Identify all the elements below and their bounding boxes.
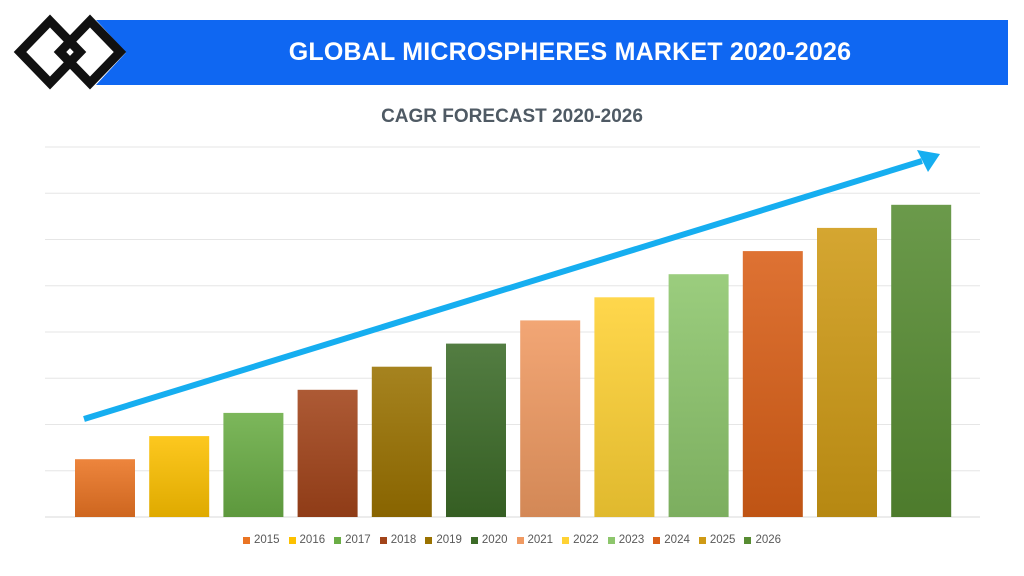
legend-item-2016: 2016 bbox=[288, 534, 326, 546]
bar-2016 bbox=[149, 436, 210, 517]
legend-swatch bbox=[562, 536, 570, 544]
bar-2017 bbox=[223, 412, 284, 517]
legend-item-2019: 2019 bbox=[425, 534, 462, 546]
legend-label: 2018 bbox=[390, 534, 417, 546]
chart-title: CAGR FORECAST 2020-2026 bbox=[381, 106, 643, 127]
bar-2020 bbox=[446, 343, 506, 517]
legend-swatch bbox=[744, 536, 752, 544]
legend-item-2017: 2017 bbox=[334, 534, 371, 546]
bar-2018 bbox=[297, 389, 358, 517]
bar-2026 bbox=[891, 204, 952, 518]
bar-2022 bbox=[594, 297, 655, 517]
legend-item-2021: 2021 bbox=[516, 534, 554, 546]
legend-label: 2021 bbox=[527, 534, 554, 546]
legend-swatch bbox=[470, 536, 478, 544]
legend-swatch bbox=[425, 536, 433, 544]
legend-item-2023: 2023 bbox=[607, 534, 645, 546]
bar-2021 bbox=[520, 320, 581, 517]
chart-legend: 2015 2016 2017 2018 2019 2020 2021 2022 2023 2024… bbox=[0, 530, 1024, 550]
legend-item-2022: 2022 bbox=[562, 534, 599, 546]
bar-2025 bbox=[817, 227, 877, 517]
legend-swatch bbox=[698, 536, 706, 544]
legend-label: 2016 bbox=[299, 534, 326, 546]
legend-label: 2020 bbox=[481, 534, 508, 546]
legend-item-2026: 2026 bbox=[744, 534, 781, 546]
company-logo bbox=[13, 14, 127, 90]
bar-2015 bbox=[75, 459, 135, 517]
legend-item-2025: 2025 bbox=[698, 534, 736, 546]
legend-item-2015: 2015 bbox=[242, 534, 280, 546]
bar-2019 bbox=[371, 366, 432, 517]
legend-swatch bbox=[653, 536, 661, 544]
title-banner bbox=[96, 20, 1008, 85]
legend-label: 2019 bbox=[436, 534, 462, 546]
bar-2023 bbox=[668, 274, 729, 517]
bar-2024 bbox=[742, 251, 803, 517]
legend-item-2018: 2018 bbox=[379, 534, 417, 546]
legend-label: 2026 bbox=[755, 534, 782, 546]
legend-swatch bbox=[288, 536, 296, 544]
legend-label: 2023 bbox=[618, 534, 645, 546]
legend-swatch bbox=[607, 536, 615, 544]
legend-label: 2022 bbox=[573, 534, 599, 546]
legend-label: 2017 bbox=[345, 534, 371, 546]
legend-swatch bbox=[334, 536, 342, 544]
legend-swatch bbox=[242, 536, 250, 544]
trend-arrow-head bbox=[917, 150, 940, 172]
legend-swatch bbox=[516, 536, 524, 544]
legend-label: 2015 bbox=[253, 534, 280, 546]
legend-item-2020: 2020 bbox=[470, 534, 508, 546]
legend-label: 2024 bbox=[664, 534, 690, 546]
legend-label: 2025 bbox=[709, 534, 736, 546]
banner-title: GLOBAL MICROSPHERES MARKET 2020-2026 bbox=[288, 38, 852, 66]
legend-item-2024: 2024 bbox=[653, 534, 690, 546]
legend-swatch bbox=[379, 536, 387, 544]
trend-arrow-line bbox=[83, 158, 923, 422]
